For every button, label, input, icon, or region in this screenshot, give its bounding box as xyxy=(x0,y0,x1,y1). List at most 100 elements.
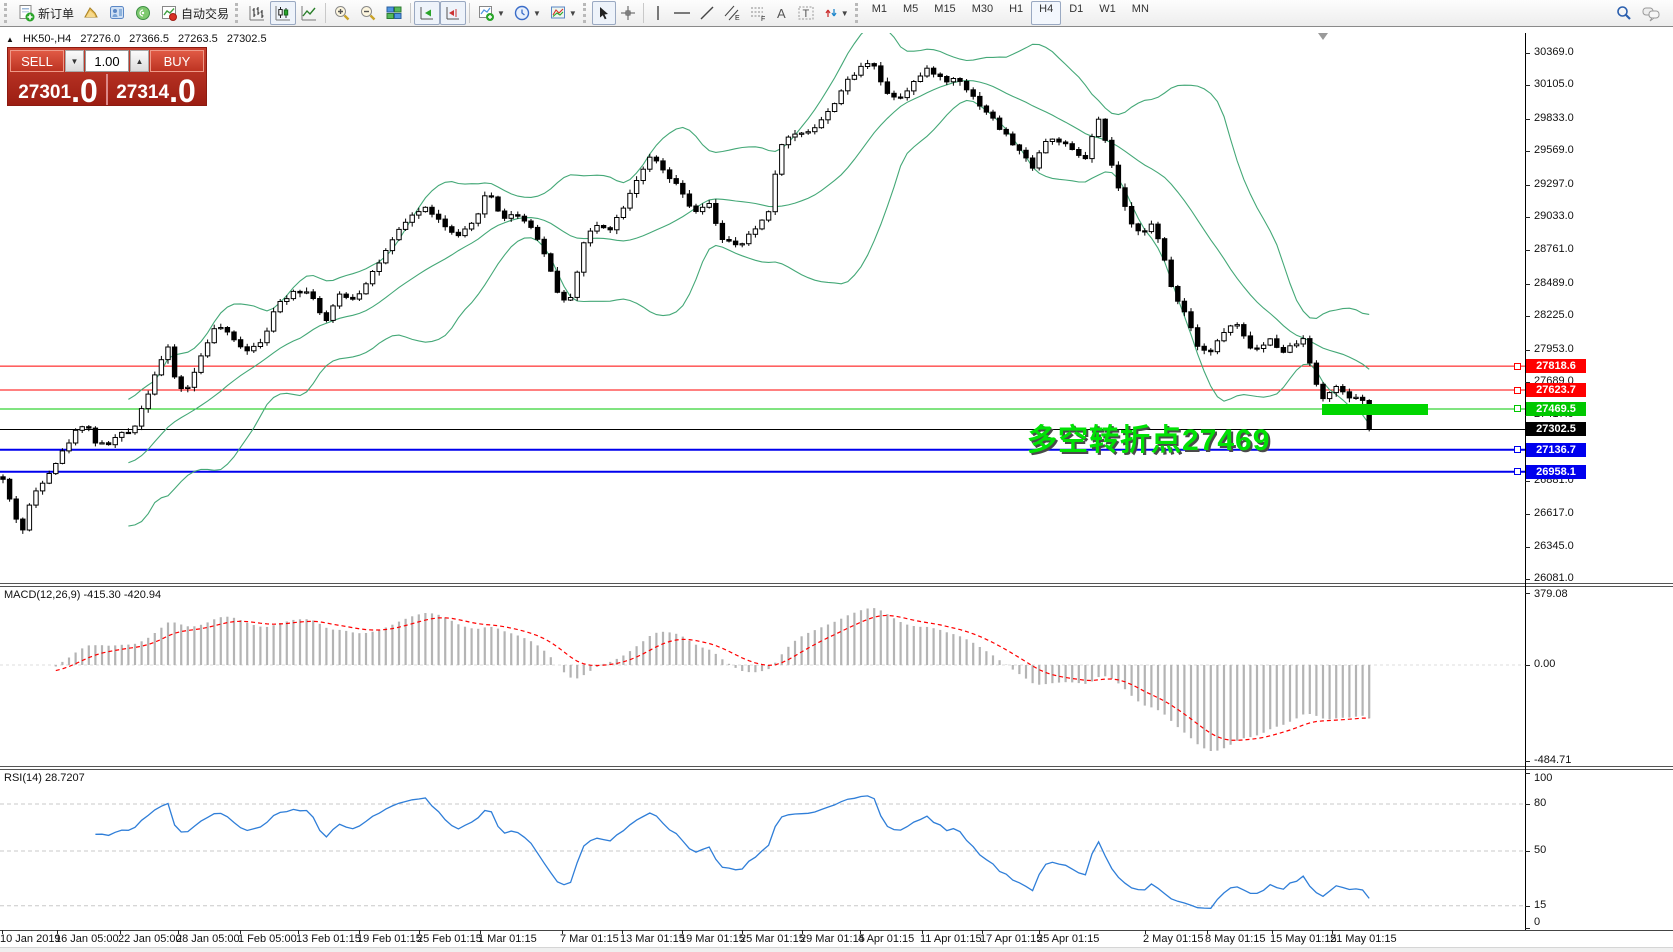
new-order-button[interactable]: 新订单 xyxy=(13,1,78,25)
price-line-handle[interactable] xyxy=(1514,362,1521,370)
equidistant-channel-button[interactable]: E xyxy=(719,1,745,25)
zoom-out-button[interactable] xyxy=(355,1,381,25)
timeframe-mn[interactable]: MN xyxy=(1131,3,1149,15)
price-tick-mark xyxy=(1525,250,1530,252)
arrows-button[interactable]: ▼ xyxy=(819,1,853,25)
candlestick-chart-button[interactable] xyxy=(270,1,297,25)
symbol-period: HK50-,H4 xyxy=(22,33,72,45)
time-tick-mark xyxy=(562,930,563,934)
text-label-button[interactable]: T xyxy=(793,1,819,25)
search-icon xyxy=(1617,6,1631,20)
line-chart-button[interactable] xyxy=(296,1,322,25)
zoom-out-icon xyxy=(361,6,376,21)
timeframe-h1[interactable]: H1 xyxy=(1009,3,1024,15)
timeframe-w1[interactable]: W1 xyxy=(1099,3,1116,15)
buy-price[interactable]: 27314 .0 xyxy=(108,74,204,107)
equidistant-channel-icon: E xyxy=(724,5,740,22)
price-line-handle[interactable] xyxy=(1514,405,1521,413)
macd-name: MACD(12,26,9) xyxy=(4,589,81,601)
tile-windows-button[interactable] xyxy=(381,1,407,25)
price-tick-label: 28761.0 xyxy=(1534,243,1574,256)
zoom-in-icon xyxy=(335,6,350,21)
price-tick-mark xyxy=(1525,184,1530,186)
volume-input[interactable]: 1.00 xyxy=(85,50,129,72)
trendline-button[interactable] xyxy=(695,1,719,25)
chart-shift-button[interactable] xyxy=(440,1,467,25)
chat-button[interactable] xyxy=(1637,1,1665,25)
profiles-icon xyxy=(84,7,98,18)
time-tick-mark xyxy=(57,930,58,934)
macd-panel-canvas[interactable] xyxy=(0,587,1525,766)
panel-divider[interactable] xyxy=(0,766,1673,770)
bar-chart-button[interactable] xyxy=(244,1,270,25)
time-axis-label: 19 Mar 01:15 xyxy=(680,933,745,945)
main-chart-canvas[interactable] xyxy=(0,33,1525,583)
time-tick-mark xyxy=(1272,930,1273,934)
market-watch-button[interactable] xyxy=(104,1,130,25)
sell-button[interactable]: SELL xyxy=(10,50,64,72)
autotrading-button[interactable]: 自动交易 xyxy=(156,1,233,25)
zoom-in-button[interactable] xyxy=(329,1,355,25)
sell-price-pips: .0 xyxy=(71,73,98,109)
price-line-handle[interactable] xyxy=(1514,446,1521,454)
volume-increase-button[interactable]: ▲ xyxy=(130,50,149,72)
timeframe-m15[interactable]: M15 xyxy=(934,3,956,15)
text-icon: A xyxy=(777,6,786,21)
one-click-trading-panel: SELL ▼ 1.00 ▲ BUY 27301 .0 27314 .0 xyxy=(7,47,207,109)
sell-price[interactable]: 27301 .0 xyxy=(10,73,106,109)
auto-scroll-button[interactable] xyxy=(414,1,441,25)
timeframe-h4[interactable]: H4 xyxy=(1031,1,1062,25)
time-axis-label: 7 Mar 01:15 xyxy=(560,933,619,945)
volume-decrease-button[interactable]: ▼ xyxy=(65,50,84,72)
data-window-button[interactable] xyxy=(130,1,156,25)
cursor-button[interactable] xyxy=(591,1,616,25)
new-order-label: 新订单 xyxy=(38,6,75,21)
fibonacci-button[interactable]: F xyxy=(745,1,771,25)
time-axis-label: 29 Mar 01:15 xyxy=(800,933,865,945)
price-line-label: 27136.7 xyxy=(1526,442,1586,457)
symbol-marker-icon: ▲ xyxy=(6,35,14,44)
time-tick-mark xyxy=(359,930,360,934)
svg-text:F: F xyxy=(761,16,765,22)
rsi-panel-canvas[interactable] xyxy=(0,770,1525,930)
timeframe-m1[interactable]: M1 xyxy=(871,3,887,15)
chat-icon xyxy=(1642,7,1660,22)
panel-divider[interactable] xyxy=(0,583,1673,587)
templates-button[interactable]: ▼ xyxy=(545,1,581,25)
horizontal-line-button[interactable] xyxy=(669,1,695,25)
new-order-icon xyxy=(19,5,35,22)
indicators-button[interactable]: ▼ xyxy=(473,1,509,25)
timeframe-group: M1 M5 M15 M30 H1 H4 D1 W1 MN xyxy=(864,1,1157,25)
profiles-button[interactable] xyxy=(78,1,104,25)
crosshair-button[interactable] xyxy=(616,1,640,25)
chart-shift-icon xyxy=(446,7,460,20)
periods-button[interactable]: ▼ xyxy=(509,1,545,25)
timeframe-m5[interactable]: M5 xyxy=(903,3,919,15)
price-tick-label: 30105.0 xyxy=(1534,78,1574,91)
autotrading-icon xyxy=(162,6,178,21)
price-tick-label: 27953.0 xyxy=(1534,342,1574,355)
vertical-line-button[interactable] xyxy=(647,1,669,25)
arrows-icon xyxy=(825,9,837,17)
price-tick-mark xyxy=(1525,53,1530,54)
rsi-tick-mark xyxy=(1525,803,1530,805)
time-tick-mark xyxy=(982,930,983,934)
price-tick-mark xyxy=(1525,316,1530,318)
search-button[interactable] xyxy=(1611,1,1637,25)
text-label-icon: T xyxy=(798,6,814,20)
timeframe-m30[interactable]: M30 xyxy=(971,3,994,15)
templates-icon xyxy=(550,6,565,19)
timeframe-d1[interactable]: D1 xyxy=(1069,3,1084,15)
trendline-icon xyxy=(700,6,714,20)
toolbar-grip xyxy=(4,3,11,23)
rsi-tick-mark xyxy=(1525,851,1530,852)
price-tick-label: 28225.0 xyxy=(1534,309,1574,322)
price-line-handle[interactable] xyxy=(1514,468,1521,476)
price-tick-mark xyxy=(1525,513,1530,515)
text-button[interactable]: A xyxy=(771,1,793,25)
price-line-handle[interactable] xyxy=(1514,386,1521,394)
time-axis-label: 16 Jan 05:00 xyxy=(55,933,119,945)
ohlc-close: 27302.5 xyxy=(226,33,267,45)
price-tick-mark xyxy=(1525,283,1530,285)
buy-button[interactable]: BUY xyxy=(150,50,204,72)
